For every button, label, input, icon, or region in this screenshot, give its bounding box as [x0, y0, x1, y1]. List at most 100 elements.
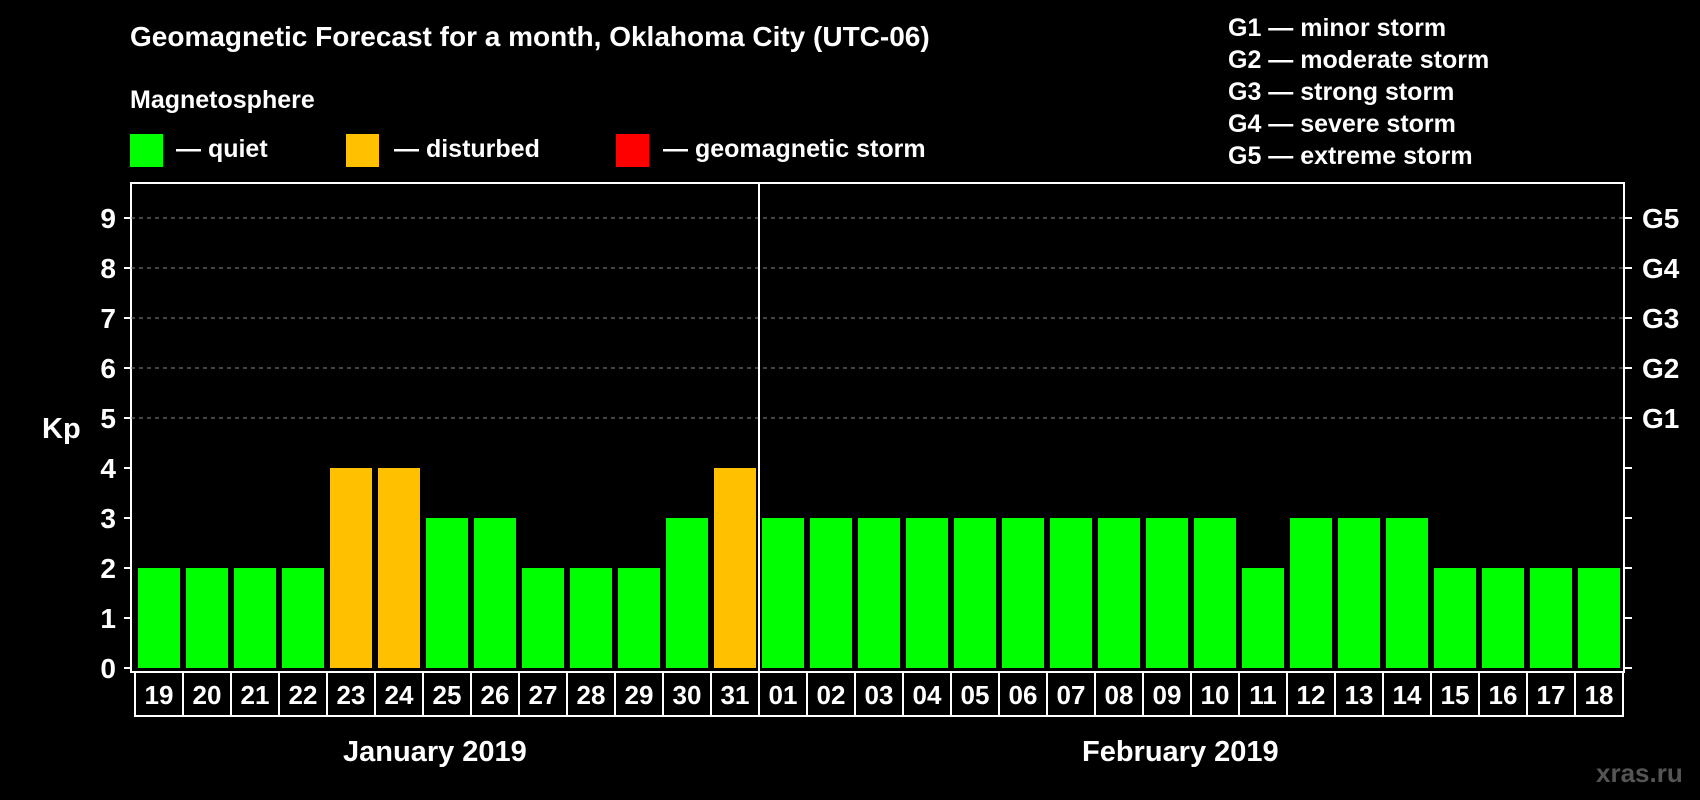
legend-quiet-swatch — [130, 134, 163, 167]
legend-storm-swatch — [616, 134, 649, 167]
day-box — [1094, 671, 1144, 717]
day-box — [1286, 671, 1336, 717]
kp-bar — [1098, 518, 1140, 668]
y-tick-label: 4 — [100, 453, 116, 484]
y-tick-label: 6 — [100, 353, 116, 384]
day-label: 02 — [817, 680, 846, 710]
day-label: 07 — [1057, 680, 1086, 710]
kp-bar — [618, 568, 660, 668]
day-box — [326, 671, 376, 717]
watermark: xras.ru — [1596, 758, 1683, 788]
kp-bar — [1002, 518, 1044, 668]
kp-bar — [954, 518, 996, 668]
storm-scale-g2: G2 — moderate storm — [1228, 46, 1490, 74]
day-label: 31 — [721, 680, 750, 710]
chart-title: Geomagnetic Forecast for a month, Oklaho… — [130, 21, 930, 52]
kp-bar — [1578, 568, 1620, 668]
day-box — [710, 671, 760, 717]
kp-bar — [714, 468, 756, 668]
y-tick-label: 3 — [100, 503, 116, 534]
day-label: 24 — [385, 680, 414, 710]
y-tick-label: 8 — [100, 253, 116, 284]
day-box — [1382, 671, 1432, 717]
day-label: 06 — [1009, 680, 1038, 710]
day-box — [854, 671, 904, 717]
day-label: 26 — [481, 680, 510, 710]
kp-bar — [762, 518, 804, 668]
day-label: 08 — [1105, 680, 1134, 710]
month-label-february: February 2019 — [1082, 736, 1279, 768]
day-label: 23 — [337, 680, 366, 710]
y-tick-label: 7 — [100, 303, 116, 334]
day-label: 27 — [529, 680, 558, 710]
kp-bar — [1386, 518, 1428, 668]
kp-bar — [1242, 568, 1284, 668]
day-label: 17 — [1537, 680, 1566, 710]
kp-bar — [186, 568, 228, 668]
day-box — [1142, 671, 1192, 717]
storm-level-label: G4 — [1642, 253, 1680, 284]
y-tick-label: 0 — [100, 653, 116, 684]
kp-bar — [1530, 568, 1572, 668]
day-label: 09 — [1153, 680, 1182, 710]
kp-bar — [330, 468, 372, 668]
day-label: 12 — [1297, 680, 1326, 710]
kp-bar — [1338, 518, 1380, 668]
y-tick-label: 5 — [100, 403, 116, 434]
kp-bar — [378, 468, 420, 668]
storm-scale-g1: G1 — minor storm — [1228, 14, 1447, 42]
kp-bar — [474, 518, 516, 668]
kp-bar — [810, 518, 852, 668]
day-box — [278, 671, 328, 717]
day-label: 03 — [865, 680, 894, 710]
kp-bar — [1050, 518, 1092, 668]
day-box — [1574, 671, 1624, 717]
y-tick-label: 1 — [100, 603, 116, 634]
kp-bar — [666, 518, 708, 668]
day-box — [566, 671, 616, 717]
kp-bar — [1146, 518, 1188, 668]
day-box — [1478, 671, 1528, 717]
day-label: 11 — [1249, 680, 1277, 710]
day-label: 16 — [1489, 680, 1518, 710]
storm-scale-g5: G5 — extreme storm — [1228, 142, 1473, 170]
day-box — [614, 671, 664, 717]
day-box — [1526, 671, 1576, 717]
day-label: 05 — [961, 680, 990, 710]
day-box — [806, 671, 856, 717]
day-box — [1190, 671, 1240, 717]
kp-bar — [234, 568, 276, 668]
y-axis-label: Kp — [42, 413, 81, 445]
legend-disturbed-label: — disturbed — [394, 135, 540, 163]
kp-bar — [138, 568, 180, 668]
day-label: 21 — [241, 680, 270, 710]
day-label: 01 — [769, 680, 798, 710]
day-box — [470, 671, 520, 717]
legend-quiet-label: — quiet — [176, 135, 268, 163]
day-label: 29 — [625, 680, 654, 710]
day-label: 28 — [577, 680, 606, 710]
day-label: 04 — [913, 680, 942, 710]
storm-level-label: G3 — [1642, 303, 1679, 334]
day-label: 13 — [1345, 680, 1374, 710]
month-label-january: January 2019 — [343, 736, 527, 768]
y-tick-label: 9 — [100, 203, 116, 234]
day-label: 22 — [289, 680, 318, 710]
kp-bar — [282, 568, 324, 668]
day-label: 10 — [1201, 680, 1230, 710]
day-label: 19 — [145, 680, 174, 710]
kp-bar — [1194, 518, 1236, 668]
day-label: 25 — [433, 680, 462, 710]
day-label: 15 — [1441, 680, 1470, 710]
day-box — [1238, 671, 1288, 717]
kp-bar — [906, 518, 948, 668]
storm-scale-g3: G3 — strong storm — [1228, 78, 1455, 106]
legend-title: Magnetosphere — [130, 86, 315, 114]
legend-storm-label: — geomagnetic storm — [663, 135, 926, 163]
legend-disturbed-swatch — [346, 134, 379, 167]
day-label: 20 — [193, 680, 222, 710]
kp-bar — [1482, 568, 1524, 668]
kp-bar — [1434, 568, 1476, 668]
